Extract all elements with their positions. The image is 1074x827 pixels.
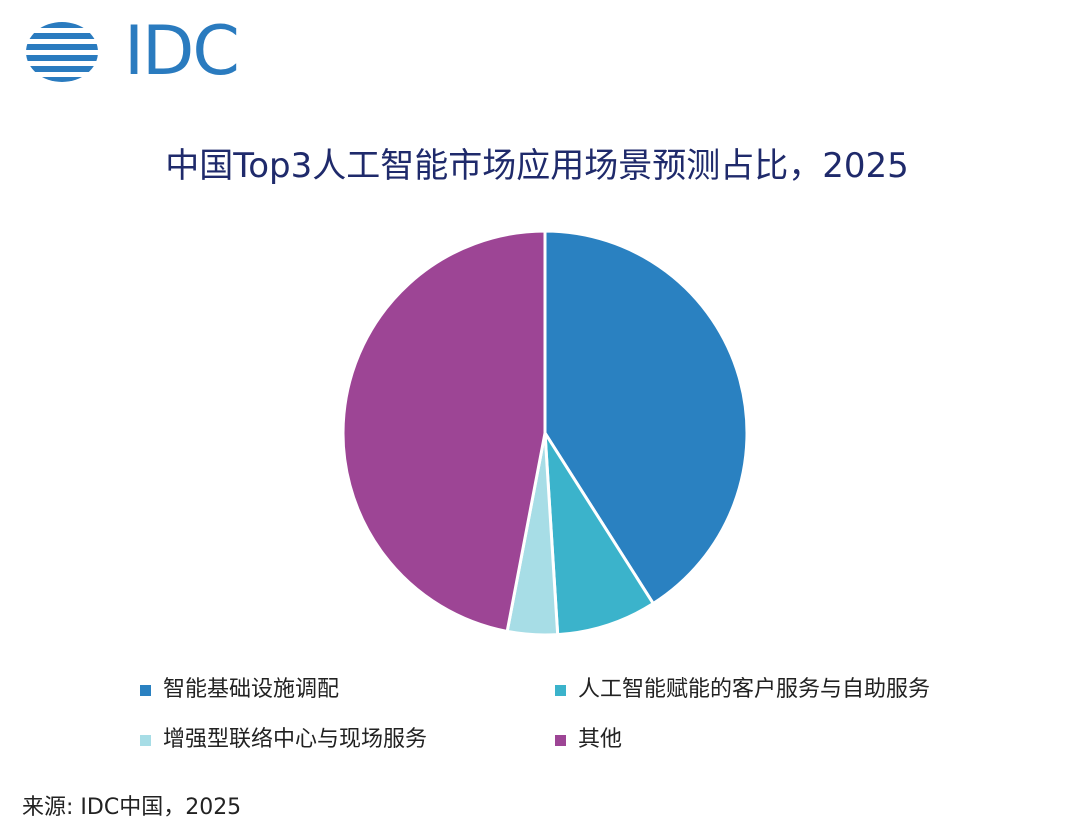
legend-swatch	[555, 734, 566, 746]
legend-swatch	[140, 684, 151, 696]
legend-label: 人工智能赋能的客户服务与自助服务	[578, 677, 931, 702]
legend-label: 其他	[578, 727, 623, 752]
logo-text: IDC	[124, 12, 240, 91]
legend-item-contact-center: 增强型联络中心与现场服务	[140, 725, 427, 755]
source-note: 来源: IDC中国，2025	[22, 795, 242, 820]
legend-swatch	[140, 734, 151, 746]
globe-logo-icon	[26, 22, 98, 82]
pie-slice-1	[543, 431, 655, 637]
legend-item-intelligent-infrastructure: 智能基础设施调配	[140, 675, 339, 705]
legend-item-ai-customer-service: 人工智能赋能的客户服务与自助服务	[555, 675, 930, 705]
legend-label: 智能基础设施调配	[163, 677, 340, 702]
legend-item-other: 其他	[555, 725, 622, 755]
pie-slice-3	[341, 229, 547, 633]
legend-swatch	[555, 684, 566, 696]
legend-label: 增强型联络中心与现场服务	[163, 727, 428, 752]
idc-logo: IDC	[24, 16, 254, 88]
chart-title: 中国Top3人工智能市场应用场景预测占比，2025	[165, 146, 909, 186]
